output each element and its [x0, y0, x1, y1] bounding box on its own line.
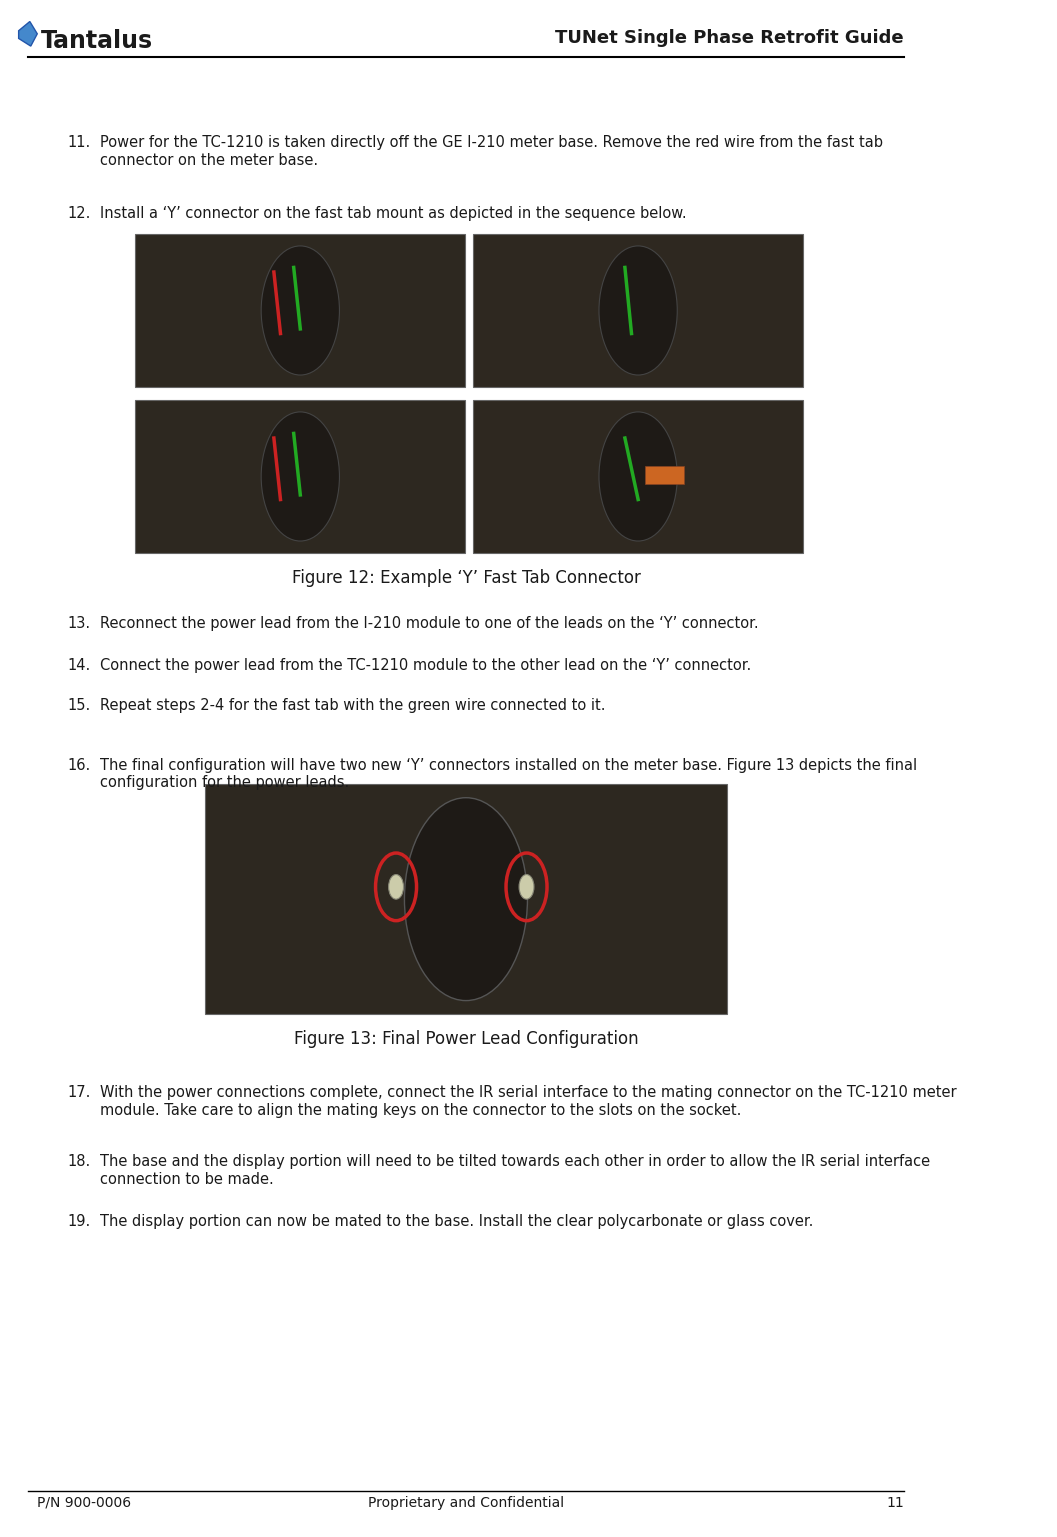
- Text: 19.: 19.: [67, 1214, 90, 1230]
- Text: Install a ‘Y’ connector on the fast tab mount as depicted in the sequence below.: Install a ‘Y’ connector on the fast tab …: [99, 206, 686, 221]
- Polygon shape: [19, 22, 37, 46]
- Text: 14.: 14.: [67, 658, 90, 673]
- FancyBboxPatch shape: [645, 466, 684, 484]
- Circle shape: [389, 875, 404, 899]
- Text: 13.: 13.: [67, 616, 90, 632]
- FancyBboxPatch shape: [205, 784, 727, 1014]
- Text: 15.: 15.: [67, 698, 90, 713]
- Circle shape: [261, 412, 339, 541]
- Text: Power for the TC‑1210 is taken directly off the GE I‑210 meter base. Remove the : Power for the TC‑1210 is taken directly …: [99, 135, 883, 168]
- FancyBboxPatch shape: [135, 234, 465, 387]
- Text: The display portion can now be mated to the base. Install the clear polycarbonat: The display portion can now be mated to …: [99, 1214, 813, 1230]
- Text: The base and the display portion will need to be tilted towards each other in or: The base and the display portion will ne…: [99, 1154, 930, 1187]
- Circle shape: [261, 246, 339, 375]
- Text: 18.: 18.: [67, 1154, 90, 1170]
- Text: Figure 12: Example ‘Y’ Fast Tab Connector: Figure 12: Example ‘Y’ Fast Tab Connecto…: [292, 569, 641, 587]
- Text: 16.: 16.: [67, 758, 90, 773]
- Text: Tantalus: Tantalus: [41, 29, 153, 54]
- Text: Figure 13: Final Power Lead Configuration: Figure 13: Final Power Lead Configuratio…: [294, 1030, 638, 1048]
- Text: 17.: 17.: [67, 1085, 91, 1100]
- FancyBboxPatch shape: [472, 400, 803, 553]
- Circle shape: [405, 798, 527, 1001]
- Text: Reconnect the power lead from the I-210 module to one of the leads on the ‘Y’ co: Reconnect the power lead from the I-210 …: [99, 616, 758, 632]
- Text: TUNet Single Phase Retrofit Guide: TUNet Single Phase Retrofit Guide: [555, 29, 904, 48]
- Text: 11: 11: [886, 1496, 904, 1509]
- Circle shape: [599, 246, 678, 375]
- FancyBboxPatch shape: [472, 234, 803, 387]
- Text: Connect the power lead from the TC‑1210 module to the other lead on the ‘Y’ conn: Connect the power lead from the TC‑1210 …: [99, 658, 750, 673]
- Text: 11.: 11.: [67, 135, 90, 151]
- Text: Proprietary and Confidential: Proprietary and Confidential: [368, 1496, 564, 1509]
- Text: P/N 900-0006: P/N 900-0006: [37, 1496, 131, 1509]
- Text: Repeat steps 2-4 for the fast tab with the green wire connected to it.: Repeat steps 2-4 for the fast tab with t…: [99, 698, 606, 713]
- Text: With the power connections complete, connect the IR serial interface to the mati: With the power connections complete, con…: [99, 1085, 957, 1117]
- Circle shape: [519, 875, 534, 899]
- Circle shape: [599, 412, 678, 541]
- FancyBboxPatch shape: [135, 400, 465, 553]
- Text: The final configuration will have two new ‘Y’ connectors installed on the meter : The final configuration will have two ne…: [99, 758, 916, 790]
- Text: 12.: 12.: [67, 206, 91, 221]
